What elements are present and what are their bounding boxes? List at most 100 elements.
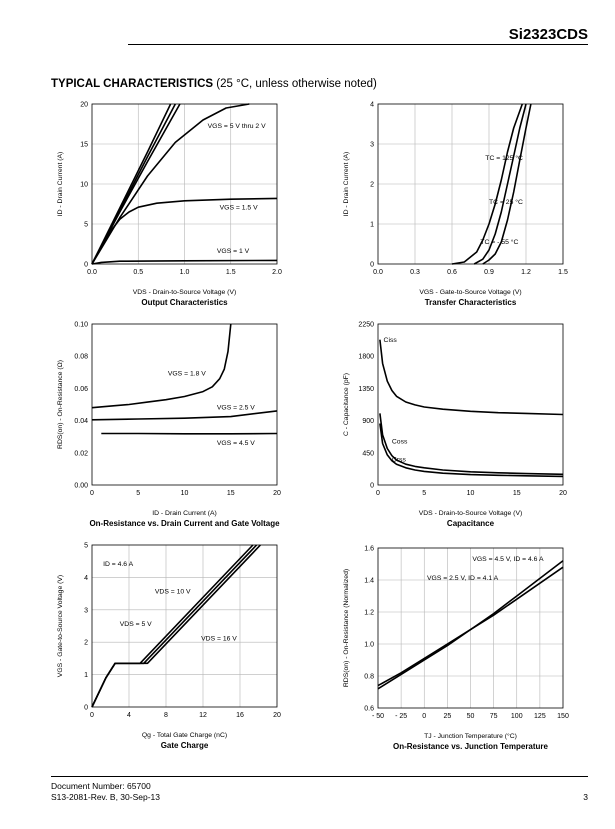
chart-title: Output Characteristics <box>141 298 228 307</box>
y-tick-label: 4 <box>370 102 374 109</box>
x-axis-label: Qg - Total Gate Charge (nC) <box>142 732 227 739</box>
x-tick-label: 0.0 <box>373 269 383 276</box>
annotation-label: VGS = 5 V thru 2 V <box>208 123 266 130</box>
x-tick-label: 125 <box>534 713 546 720</box>
footer-doc-info: Document Number: 65700 S13-2081-Rev. B, … <box>51 781 160 803</box>
x-tick-label: 75 <box>490 713 498 720</box>
section-title: TYPICAL CHARACTERISTICS (25 °C, unless o… <box>51 78 377 90</box>
annotation-label: VGS = 2.5 V <box>217 404 255 411</box>
y-tick-label: 1.6 <box>364 546 374 553</box>
y-tick-label: 3 <box>84 607 88 614</box>
y-tick-label: 10 <box>80 182 88 189</box>
y-tick-label: 450 <box>362 450 374 457</box>
series-line <box>91 323 232 409</box>
annotation-label: VGS = 2.5 V, ID = 4.1 A <box>427 575 499 582</box>
y-tick-label: 4 <box>84 575 88 582</box>
series-line <box>379 413 564 476</box>
x-tick-label: 1.2 <box>521 269 531 276</box>
y-tick-label: 1800 <box>358 354 374 361</box>
annotation-label: Coss <box>392 438 408 445</box>
y-tick-label: 20 <box>80 102 88 109</box>
y-tick-label: 900 <box>362 418 374 425</box>
y-axis-label: ID - Drain Current (A) <box>343 152 350 217</box>
y-tick-label: 0 <box>84 705 88 712</box>
x-axis-label: TJ - Junction Temperature (°C) <box>424 732 517 740</box>
chart-3: 0 5 10 15 20 0.00 0.02 0.04 0.06 0.08 0.10 VGS = 1.… <box>57 322 281 529</box>
x-tick-label: 15 <box>513 490 521 497</box>
x-tick-label: 20 <box>559 490 567 497</box>
y-tick-label: 0.10 <box>74 322 88 329</box>
x-tick-label: 8 <box>164 712 168 719</box>
x-axis-label: VDS - Drain-to-Source Voltage (V) <box>133 289 237 296</box>
x-tick-label: 0 <box>90 490 94 497</box>
x-tick-label: 20 <box>273 712 281 719</box>
x-tick-label: 0 <box>376 490 380 497</box>
series-line <box>451 103 524 265</box>
annotation-label: TC = - 55 °C <box>480 238 518 246</box>
series-line <box>91 259 278 265</box>
x-tick-label: 2.0 <box>272 269 282 276</box>
series-line <box>91 410 278 421</box>
series-line <box>482 103 532 265</box>
x-tick-label: 10 <box>181 490 189 497</box>
x-tick-label: 150 <box>557 713 569 720</box>
chart-title: On-Resistance vs. Drain Current and Gate… <box>89 519 280 528</box>
x-tick-label: 1.0 <box>180 269 190 276</box>
part-number: Si2323CDS <box>508 26 588 43</box>
annotation-label: VGS = 1.8 V <box>168 371 206 378</box>
x-tick-label: 12 <box>199 712 207 719</box>
y-tick-label: 15 <box>80 142 88 149</box>
section-title-bold: TYPICAL CHARACTERISTICS <box>51 78 214 90</box>
y-tick-label: 0.06 <box>74 386 88 393</box>
section-title-note: (25 °C, unless otherwise noted) <box>213 78 377 90</box>
y-tick-label: 0.00 <box>74 483 88 490</box>
x-tick-label: - 25 <box>395 713 407 720</box>
plot-frame <box>377 323 564 486</box>
annotation-label: VGS = 4.5 V, ID = 4.6 A <box>472 556 544 563</box>
series-line <box>91 544 261 708</box>
x-tick-label: - 50 <box>372 713 384 720</box>
y-tick-label: 0.02 <box>74 450 88 457</box>
annotation-label: TC = 25 °C <box>489 198 523 206</box>
x-tick-label: 10 <box>467 490 475 497</box>
y-tick-label: 5 <box>84 222 88 229</box>
y-tick-label: 1.0 <box>364 642 374 649</box>
series-line <box>91 103 250 265</box>
x-tick-label: 1.5 <box>558 269 568 276</box>
x-tick-label: 0.9 <box>484 269 494 276</box>
footer-rule <box>51 776 588 777</box>
y-axis-label: C - Capacitance (pF) <box>343 373 350 436</box>
doc-number: Document Number: 65700 <box>51 781 151 791</box>
y-tick-label: 0.08 <box>74 354 88 361</box>
x-tick-label: 0.5 <box>133 269 143 276</box>
y-tick-label: 0.8 <box>364 674 374 681</box>
y-tick-label: 0 <box>84 262 88 269</box>
chart-4: 0 5 10 15 20 0 450 900 1350 1800 2250 Ciss Coss Crss V… <box>343 322 567 529</box>
chart-title: Transfer Characteristics <box>425 298 517 307</box>
annotation-label: VDS = 5 V <box>120 621 152 628</box>
x-tick-label: 0.0 <box>87 269 97 276</box>
x-tick-label: 5 <box>136 490 140 497</box>
x-axis-label: VGS - Gate-to-Source Voltage (V) <box>419 289 521 296</box>
annotation-label: Ciss <box>384 337 398 344</box>
x-tick-label: 0.3 <box>410 269 420 276</box>
x-tick-label: 15 <box>227 490 235 497</box>
plot-frame <box>377 547 564 709</box>
chart-title: Capacitance <box>447 519 495 528</box>
plot-frame <box>377 103 564 265</box>
annotation-label: TC = 125 °C <box>485 154 523 162</box>
series-line <box>379 339 564 416</box>
y-tick-label: 1 <box>370 222 374 229</box>
series-line <box>91 544 254 708</box>
annotation-label: VDS = 16 V <box>201 636 237 643</box>
x-tick-label: 0 <box>422 713 426 720</box>
series-line <box>91 197 278 265</box>
y-axis-label: RDS(on) - On-Resistance (Ω) <box>57 360 64 449</box>
y-tick-label: 3 <box>370 142 374 149</box>
y-tick-label: 0 <box>370 483 374 490</box>
y-tick-label: 0.6 <box>364 706 374 713</box>
annotation-label: ID = 4.6 A <box>103 561 134 568</box>
x-tick-label: 4 <box>127 712 131 719</box>
x-tick-label: 0 <box>90 712 94 719</box>
x-tick-label: 5 <box>422 490 426 497</box>
